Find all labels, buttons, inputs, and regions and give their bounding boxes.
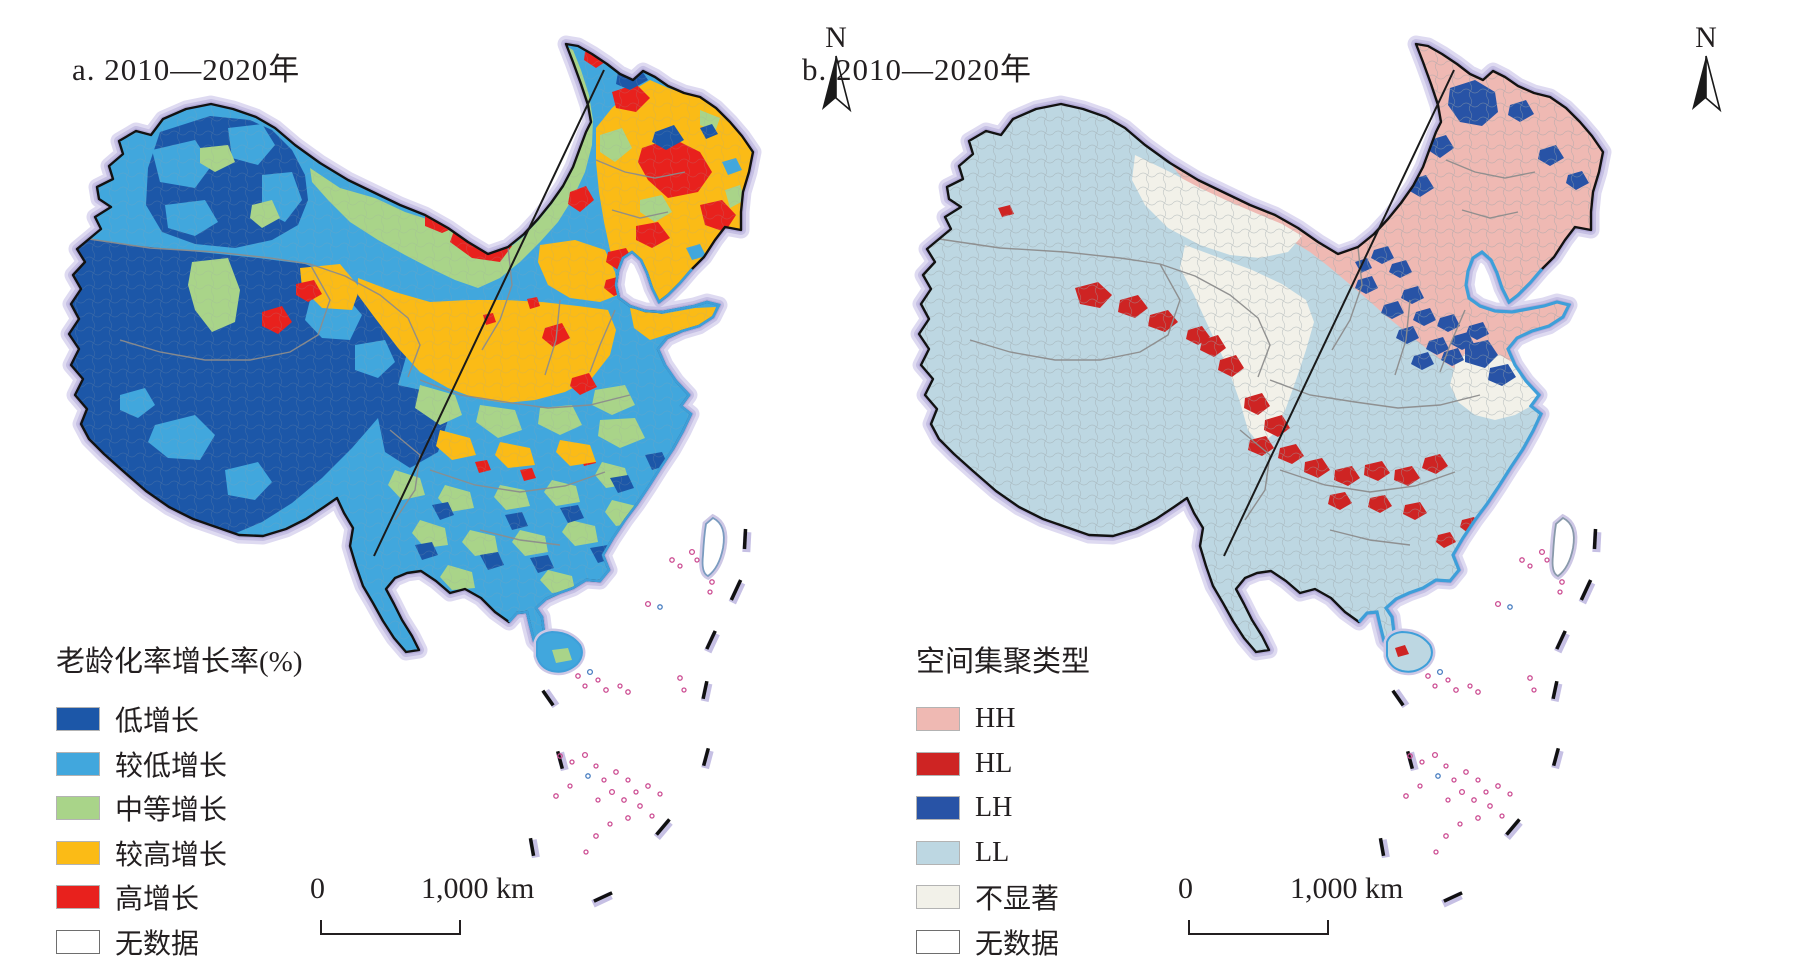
legend-swatch-medium-growth — [56, 796, 100, 821]
legend-label: 较高增长 — [115, 839, 228, 871]
legend-item: 低增长 — [56, 697, 376, 742]
scale-bar-b-start: 0 — [1178, 872, 1193, 905]
legend-swatch-hh — [916, 707, 960, 732]
legend-label: 较低增长 — [115, 750, 228, 782]
legend-item: 高增长 — [56, 875, 376, 920]
island-specks-a — [553, 548, 715, 855]
legend-item: LH — [916, 786, 1236, 831]
legend-item: 无数据 — [916, 920, 1236, 965]
scale-bar-a-line — [320, 920, 461, 935]
legend-item: LL — [916, 831, 1236, 876]
legend-label: 无数据 — [975, 928, 1060, 960]
panel-b-title: b. 2010—2020年 — [802, 52, 1032, 87]
legend-label: 无数据 — [115, 928, 200, 960]
legend-swatch-lh — [916, 796, 960, 821]
panel-a-title: a. 2010—2020年 — [72, 52, 301, 87]
legend-item: HH — [916, 697, 1236, 742]
legend-item: HL — [916, 742, 1236, 787]
taiwan-b — [1551, 517, 1575, 577]
legend-b-title: 空间集聚类型 — [916, 646, 1091, 678]
north-arrow-icon: N — [1678, 21, 1734, 119]
legend-label: LL — [975, 836, 1010, 868]
north-arrow-icon: N — [808, 21, 864, 119]
legend-swatch-hl — [916, 751, 960, 776]
legend-label: LH — [975, 792, 1013, 824]
map-china-aging-growth — [69, 44, 753, 904]
hainan-a — [536, 631, 583, 673]
north-arrow-needle-a — [822, 55, 852, 113]
legend-item: 无数据 — [56, 920, 376, 965]
legend-label: HL — [975, 747, 1013, 779]
legend-label: 中等增长 — [115, 795, 228, 827]
scale-bar-a-start: 0 — [310, 872, 325, 905]
legend-item: 较低增长 — [56, 742, 376, 787]
legend-label: 低增长 — [115, 706, 200, 738]
legend-item: 中等增长 — [56, 786, 376, 831]
legend-b: 空间集聚类型 HH HL LH LL 不显著 无数据 — [916, 638, 1236, 964]
legend-swatch-low-growth — [56, 707, 100, 732]
legend-item: 较高增长 — [56, 831, 376, 876]
legend-swatch-lower-growth — [56, 751, 100, 776]
choropleth-regions-b — [919, 44, 1603, 652]
legend-label: 不显著 — [975, 884, 1060, 916]
scale-bar-b-line — [1188, 920, 1329, 935]
north-arrow-needle-b — [1692, 55, 1722, 113]
taiwan-a — [701, 517, 725, 577]
legend-swatch-not-significant — [916, 885, 960, 910]
legend-swatch-no-data — [56, 929, 100, 954]
legend-a-title: 老龄化率增长率(%) — [56, 646, 303, 678]
legend-swatch-no-data — [916, 929, 960, 954]
map-china-lisa-clusters — [919, 44, 1603, 904]
north-arrow-label-b: N — [1695, 21, 1717, 54]
legend-label: 高增长 — [115, 884, 200, 916]
legend-item: 不显著 — [916, 875, 1236, 920]
legend-swatch-high-growth — [56, 885, 100, 910]
island-specks-b — [1403, 548, 1565, 855]
scale-bar-a-end: 1,000 km — [421, 872, 535, 905]
choropleth-regions-a — [69, 44, 753, 652]
north-arrow-label-a: N — [825, 21, 847, 54]
legend-a: 老龄化率增长率(%) 低增长 较低增长 中等增长 较高增长 高增长 无数据 — [56, 638, 376, 964]
legend-swatch-ll — [916, 840, 960, 865]
hainan-b — [1386, 631, 1433, 673]
legend-swatch-higher-growth — [56, 840, 100, 865]
scale-bar-b-end: 1,000 km — [1290, 872, 1404, 905]
legend-label: HH — [975, 703, 1016, 735]
